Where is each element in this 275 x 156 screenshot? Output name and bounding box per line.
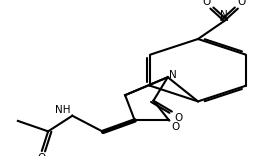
Text: O: O: [238, 0, 246, 7]
Text: O: O: [172, 122, 180, 132]
Text: N: N: [220, 10, 228, 20]
Text: O: O: [175, 113, 183, 123]
Text: N: N: [169, 70, 177, 80]
Text: O: O: [202, 0, 210, 7]
Text: NH: NH: [56, 105, 71, 115]
Text: O: O: [38, 153, 46, 156]
